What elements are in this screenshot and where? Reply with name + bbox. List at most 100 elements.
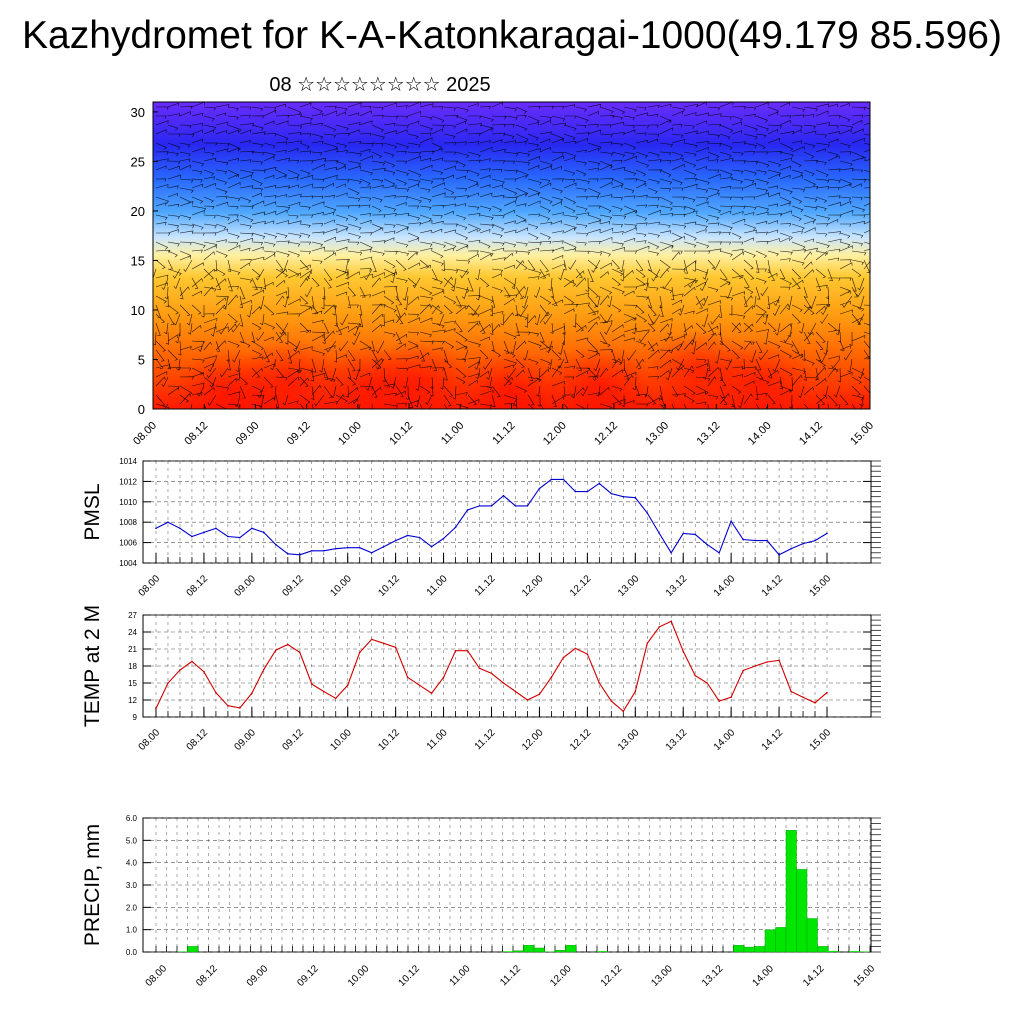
wind-barb	[275, 209, 288, 216]
wind-barb	[323, 211, 335, 216]
wind-barb	[347, 151, 362, 157]
wind-barb	[551, 220, 562, 225]
wind-barb	[263, 120, 275, 126]
series-point	[298, 651, 301, 654]
wind-barb	[467, 250, 479, 254]
xtick-label: 12.12	[599, 963, 625, 989]
series-point	[310, 549, 313, 552]
wind-barb	[644, 385, 649, 397]
wind-barb	[383, 383, 396, 387]
wind-barb	[707, 366, 720, 378]
wind-barb	[407, 251, 418, 261]
wind-barb	[299, 150, 312, 154]
wind-barb	[858, 367, 865, 380]
wind-barb	[511, 277, 517, 290]
wind-barb	[251, 277, 258, 290]
wind-barb	[575, 324, 587, 333]
wind-barb	[527, 394, 535, 406]
wind-barb	[756, 268, 767, 272]
wind-barb	[371, 304, 386, 308]
wind-barb	[695, 112, 709, 117]
wind-barb	[719, 210, 732, 216]
wind-barb	[731, 141, 746, 145]
wind-barb	[587, 111, 599, 117]
wind-barb	[563, 133, 576, 141]
wind-barb	[251, 106, 264, 112]
wind-barb	[287, 176, 299, 181]
wind-barb	[702, 367, 709, 380]
wind-barb	[791, 106, 806, 112]
wind-barb	[827, 186, 840, 191]
wind-barb	[455, 223, 468, 231]
wind-barb	[587, 321, 598, 333]
wind-barb	[671, 205, 686, 210]
wind-barb	[419, 340, 434, 345]
wind-barb	[333, 349, 338, 363]
wind-barb	[611, 205, 623, 212]
wind-barb	[431, 128, 443, 135]
wind-barb	[364, 268, 373, 281]
wind-barb	[842, 295, 853, 308]
wind-barb	[239, 174, 252, 180]
wind-barb	[838, 403, 841, 409]
wind-barb	[695, 146, 709, 153]
precip-bar	[523, 945, 535, 953]
wind-barb	[240, 106, 252, 110]
wind-barb	[695, 156, 709, 162]
wind-barb	[551, 138, 564, 144]
wind-barb	[371, 385, 378, 398]
wind-barb	[359, 120, 373, 126]
wind-barb	[455, 169, 469, 174]
wind-barb	[580, 385, 589, 397]
wind-barb	[743, 229, 757, 234]
wind-barb	[455, 106, 469, 113]
wind-barb	[587, 367, 597, 378]
wind-barb	[239, 313, 244, 327]
wind-barb	[375, 358, 385, 370]
wind-barb	[263, 352, 274, 360]
wind-barb	[180, 367, 192, 371]
wind-barb	[347, 241, 360, 246]
wind-barb	[443, 304, 453, 314]
wind-barb	[191, 102, 205, 108]
wind-barb	[299, 223, 311, 229]
wind-barb	[395, 385, 404, 398]
wind-barb	[851, 151, 865, 160]
wind-barb	[847, 358, 853, 373]
xtick-label: 08.00	[137, 573, 163, 599]
wind-barb	[395, 390, 406, 396]
wind-barb	[191, 249, 203, 253]
wind-barb	[443, 142, 457, 146]
wind-barb	[215, 277, 222, 290]
series-point	[382, 545, 385, 548]
wind-barb	[671, 251, 681, 261]
wind-barb	[815, 178, 830, 184]
wind-barb	[851, 138, 865, 144]
wind-barb	[455, 340, 468, 350]
wind-barb	[652, 313, 661, 325]
wind-barb	[467, 159, 481, 164]
wind-barb	[755, 358, 762, 371]
wind-barb	[275, 331, 284, 343]
wind-barb	[347, 398, 359, 405]
wind-barb	[731, 232, 742, 240]
series-point	[334, 547, 337, 550]
wind-barb	[431, 228, 443, 234]
wind-barb	[232, 349, 241, 363]
wind-barb	[323, 277, 332, 289]
wind-barb	[759, 349, 769, 361]
wind-barb	[671, 358, 685, 369]
wind-barb	[239, 205, 254, 210]
wind-barb	[599, 367, 609, 378]
wind-barb	[599, 115, 615, 119]
series-point	[239, 536, 241, 539]
wind-barb	[479, 205, 492, 212]
series-point	[586, 653, 589, 655]
wind-barb	[431, 259, 444, 267]
wind-barb	[755, 277, 767, 284]
wind-barb	[323, 304, 336, 315]
wind-barb	[791, 279, 804, 288]
wind-barb	[820, 313, 829, 325]
wind-barb	[383, 250, 398, 255]
wind-barb	[383, 160, 396, 168]
